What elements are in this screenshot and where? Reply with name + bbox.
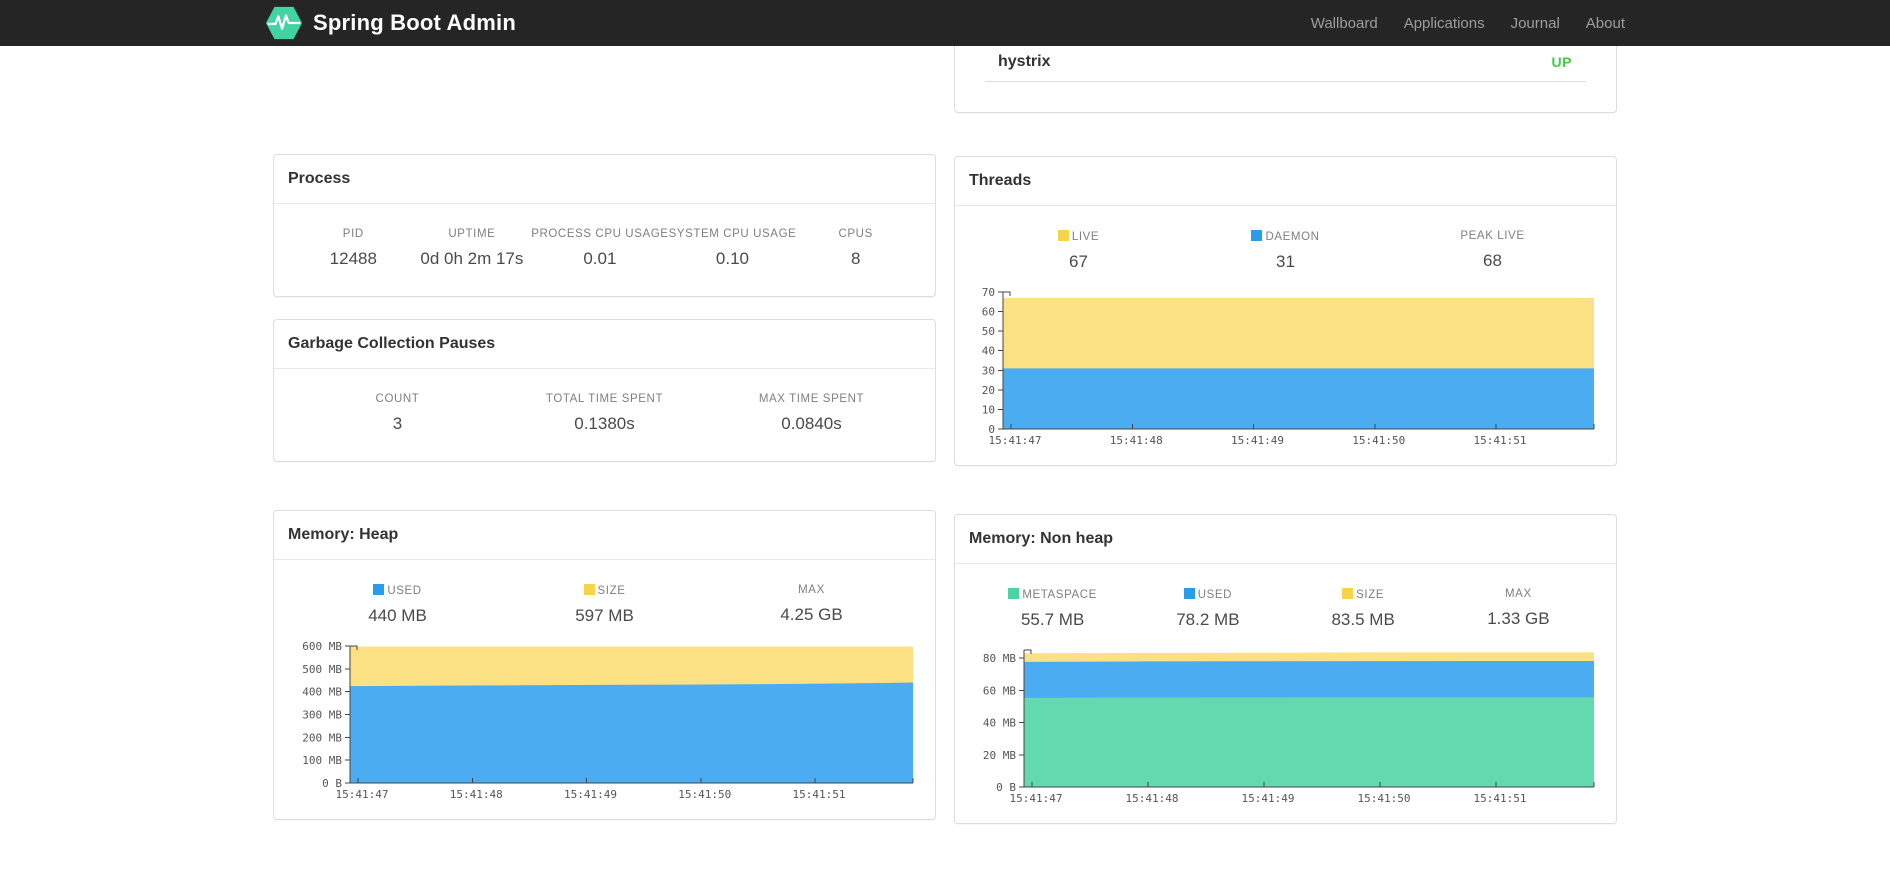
svg-text:15:41:49: 15:41:49 <box>564 788 617 801</box>
svg-text:70: 70 <box>982 286 995 299</box>
svg-text:10: 10 <box>982 403 995 416</box>
svg-text:15:41:48: 15:41:48 <box>1126 792 1179 805</box>
process-stats: PID 12488 UPTIME 0d 0h 2m 17s PROCESS CP… <box>294 204 915 296</box>
memory-heap-card-title: Memory: Heap <box>274 511 935 560</box>
svg-text:20 MB: 20 MB <box>983 749 1016 762</box>
memory-heap-card: Memory: Heap USED 440 MB SIZE 597 MB MAX… <box>273 510 936 820</box>
process-card-title: Process <box>274 155 935 204</box>
application-name: hystrix <box>998 53 1051 70</box>
gc-pauses-card: Garbage Collection Pauses COUNT 3 TOTAL … <box>273 319 936 462</box>
stat-heap-size: SIZE 597 MB <box>575 584 634 625</box>
svg-text:600 MB: 600 MB <box>302 640 342 653</box>
stat-gc-total-time: TOTAL TIME SPENT 0.1380s <box>545 393 664 433</box>
svg-text:15:41:47: 15:41:47 <box>989 434 1042 447</box>
svg-text:200 MB: 200 MB <box>302 731 342 744</box>
svg-text:0: 0 <box>988 423 995 436</box>
gc-pauses-card-title: Garbage Collection Pauses <box>274 320 935 369</box>
svg-text:60: 60 <box>982 306 995 319</box>
gc-stats: COUNT 3 TOTAL TIME SPENT 0.1380s MAX TIM… <box>294 369 915 461</box>
stat-system-cpu-usage: SYSTEM CPU USAGE 0.10 <box>668 228 797 268</box>
memory-nonheap-stats: METASPACE 55.7 MB USED 78.2 MB SIZE 83.5… <box>975 564 1596 642</box>
threads-stats: LIVE 67 DAEMON 31 PEAK LIVE 68 <box>975 206 1596 284</box>
main-content: Process PID 12488 UPTIME 0d 0h 2m 17s PR… <box>273 46 1617 824</box>
svg-text:40 MB: 40 MB <box>983 717 1016 730</box>
svg-text:100 MB: 100 MB <box>302 754 342 767</box>
svg-text:15:41:50: 15:41:50 <box>1358 792 1411 805</box>
svg-text:15:41:49: 15:41:49 <box>1242 792 1295 805</box>
memory-nonheap-card: Memory: Non heap METASPACE 55.7 MB USED … <box>954 514 1617 824</box>
svg-text:20: 20 <box>982 384 995 397</box>
left-column: Process PID 12488 UPTIME 0d 0h 2m 17s PR… <box>273 46 936 824</box>
application-card-padding <box>955 82 1616 112</box>
stat-cpus: CPUS 8 <box>838 228 873 268</box>
stat-heap-max: MAX 4.25 GB <box>780 584 843 624</box>
nav-item-journal[interactable]: Journal <box>1510 14 1560 32</box>
left-column-spacer <box>273 46 936 154</box>
legend-swatch-live <box>1057 230 1069 241</box>
stat-nonheap-max: MAX 1.33 GB <box>1487 588 1550 628</box>
svg-text:15:41:47: 15:41:47 <box>1010 792 1063 805</box>
svg-text:15:41:50: 15:41:50 <box>1352 434 1405 447</box>
svg-text:50: 50 <box>982 325 995 338</box>
stat-heap-used: USED 440 MB <box>368 584 427 625</box>
brand-title: Spring Boot Admin <box>313 10 517 35</box>
threads-card: Threads LIVE 67 DAEMON 31 PEAK LIVE 68 <box>954 156 1617 466</box>
nav-item-wallboard[interactable]: Wallboard <box>1310 14 1378 32</box>
memory-heap-chart: 0 B 100 MB 200 MB 300 MB 400 MB 500 MB 600 MB 1… <box>294 640 915 805</box>
threads-card-title: Threads <box>955 157 1616 206</box>
svg-text:15:41:51: 15:41:51 <box>793 788 846 801</box>
stat-uptime: UPTIME 0d 0h 2m 17s <box>420 228 524 268</box>
legend-swatch-daemon <box>1251 230 1263 241</box>
svg-text:15:41:48: 15:41:48 <box>1110 434 1163 447</box>
brand[interactable]: Spring Boot Admin <box>265 4 516 42</box>
svg-text:15:41:51: 15:41:51 <box>1474 434 1527 447</box>
status-badge: UP <box>1551 54 1572 70</box>
stat-gc-max-time: MAX TIME SPENT 0.0840s <box>758 393 865 433</box>
legend-swatch-size <box>1342 588 1354 599</box>
stat-threads-peak-live: PEAK LIVE 68 <box>1460 230 1525 270</box>
legend-swatch-metaspace <box>1008 588 1020 599</box>
svg-text:30: 30 <box>982 364 995 377</box>
svg-text:500 MB: 500 MB <box>302 663 342 676</box>
legend-swatch-size <box>583 584 595 595</box>
nav-links: Wallboard Applications Journal About <box>1298 15 1625 32</box>
svg-text:0 B: 0 B <box>322 777 342 790</box>
right-column: hystrix UP Threads LIVE 67 DAEMON 31 <box>954 46 1617 824</box>
svg-text:15:41:50: 15:41:50 <box>678 788 731 801</box>
svg-text:15:41:51: 15:41:51 <box>1474 792 1527 805</box>
threads-chart: 0 10 20 30 40 50 60 70 15:41:47 15:41:48 15:41:49 1… <box>975 286 1596 451</box>
legend-swatch-used <box>1183 588 1195 599</box>
svg-text:60 MB: 60 MB <box>983 684 1016 697</box>
stat-nonheap-size: SIZE 83.5 MB <box>1331 588 1395 629</box>
svg-text:400 MB: 400 MB <box>302 686 342 699</box>
application-row[interactable]: hystrix UP <box>985 46 1586 82</box>
svg-text:300 MB: 300 MB <box>302 709 342 722</box>
brand-logo-icon <box>265 6 303 40</box>
svg-text:0 B: 0 B <box>996 781 1016 794</box>
application-status-card: hystrix UP <box>954 46 1617 113</box>
nav-item-about[interactable]: About <box>1585 14 1625 32</box>
legend-swatch-used <box>373 584 385 595</box>
stat-threads-live: LIVE 67 <box>975 230 1182 272</box>
stat-threads-daemon: DAEMON 31 <box>1182 230 1389 272</box>
process-card: Process PID 12488 UPTIME 0d 0h 2m 17s PR… <box>273 154 936 297</box>
application-table: hystrix UP <box>985 46 1586 82</box>
stat-process-cpu-usage: PROCESS CPU USAGE 0.01 <box>531 228 669 268</box>
memory-nonheap-card-title: Memory: Non heap <box>955 515 1616 564</box>
svg-text:15:41:48: 15:41:48 <box>450 788 503 801</box>
stat-gc-count: COUNT 3 <box>375 393 420 433</box>
stat-nonheap-used: USED 78.2 MB <box>1176 588 1240 629</box>
memory-nonheap-chart: 0 B 20 MB 40 MB 60 MB 80 MB 15:41:47 15:41:48 1… <box>975 644 1596 809</box>
memory-heap-stats: USED 440 MB SIZE 597 MB MAX 4.25 GB <box>294 560 915 638</box>
stat-pid: PID 12488 <box>329 228 377 268</box>
svg-text:15:41:47: 15:41:47 <box>336 788 389 801</box>
nav-item-applications[interactable]: Applications <box>1403 14 1485 32</box>
svg-text:80 MB: 80 MB <box>983 652 1016 665</box>
stat-nonheap-metaspace: METASPACE 55.7 MB <box>975 588 1130 630</box>
navbar: Spring Boot Admin Wallboard Applications… <box>0 0 1890 46</box>
svg-text:15:41:49: 15:41:49 <box>1231 434 1284 447</box>
svg-text:40: 40 <box>982 345 995 358</box>
